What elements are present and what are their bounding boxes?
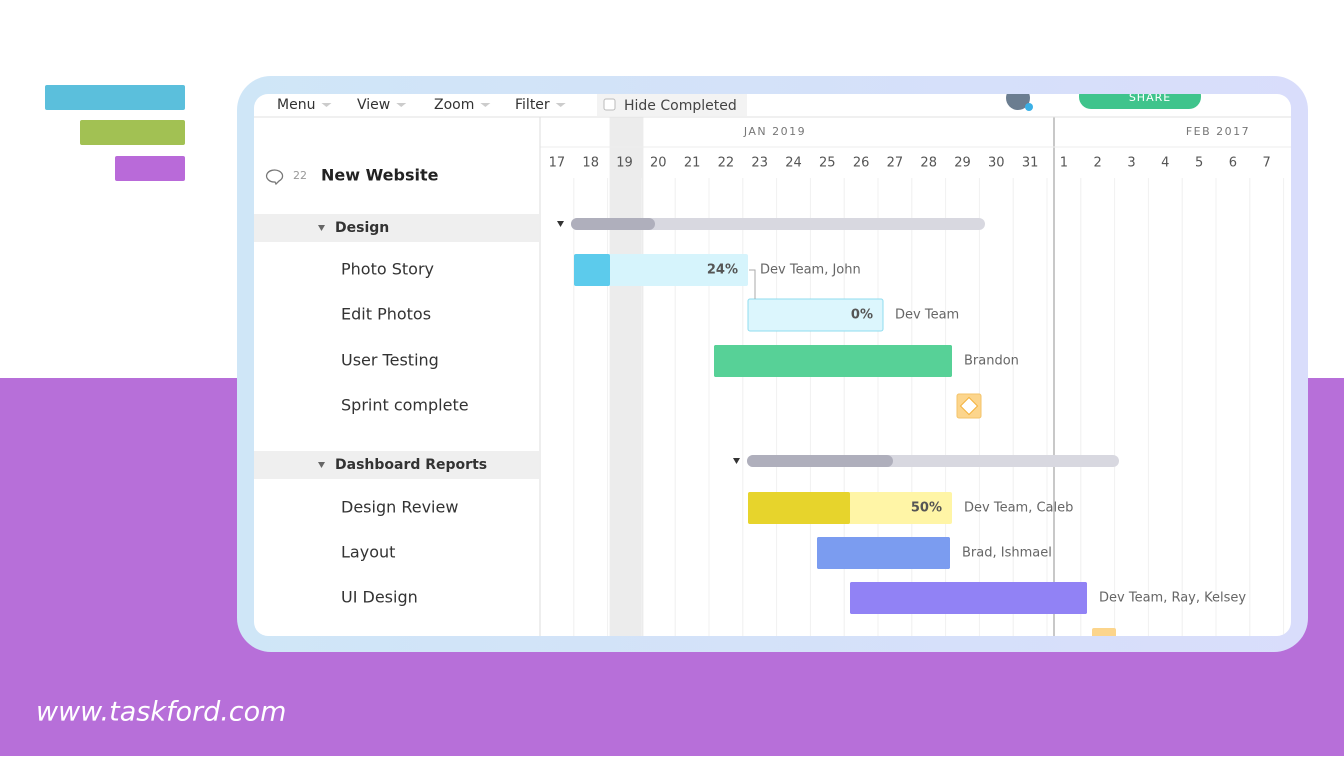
task-name: Photo Story [341, 260, 434, 279]
day-label: 19 [616, 156, 633, 171]
task-assignees: Brandon [964, 354, 1019, 369]
day-label: 24 [785, 156, 802, 171]
day-label: 2 [1094, 156, 1102, 171]
task-name: UI Design [341, 588, 418, 607]
group-caret [733, 458, 740, 464]
summary-progress [571, 218, 655, 230]
task-assignees: Dev Team, Ray, Kelsey [1099, 591, 1246, 606]
task-progress [748, 492, 850, 524]
group-row [254, 214, 539, 242]
comment-count: 22 [293, 169, 307, 182]
group-caret [318, 462, 325, 468]
app: 17 18 19 20 21 22 23 24 25 26 27 28 29 30 31 1 2 3 4 5 6 7JAN… [254, 84, 1291, 636]
share-label: SHARE [1129, 91, 1171, 104]
menu-caret [480, 103, 491, 107]
task-name: Design Review [341, 498, 458, 517]
deco-bar [115, 156, 185, 181]
group-name: Design [335, 220, 389, 236]
menu-button[interactable]: View [357, 97, 390, 113]
comment-icon [265, 169, 284, 186]
day-label: 18 [582, 156, 599, 171]
avatar[interactable] [1006, 86, 1030, 110]
day-label: 20 [650, 156, 667, 171]
task-bar [747, 298, 884, 332]
day-label: 23 [751, 156, 768, 171]
day-label: 22 [718, 156, 735, 171]
project-title: New Website [321, 166, 439, 185]
task-progress-label: 0% [851, 308, 873, 323]
day-label: 27 [887, 156, 904, 171]
task-assignees: Brad, Ishmael [962, 546, 1052, 561]
task-name: User Testing [341, 351, 439, 370]
milestone-diamond [959, 396, 979, 416]
task-progress [574, 254, 610, 286]
hide-completed-bg [597, 94, 747, 116]
day-label: 25 [819, 156, 836, 171]
task-name: Sprint complete [341, 396, 469, 415]
task-progress [817, 537, 950, 569]
day-label: 1 [1060, 156, 1068, 171]
day-label: 28 [920, 156, 937, 171]
menu-caret [396, 103, 407, 107]
dependency [749, 269, 756, 299]
task-progress-label: 24% [707, 263, 738, 278]
deco-bar [45, 85, 185, 110]
footer-url: www.taskford.com [36, 697, 286, 728]
hide-completed: Hide Completed [624, 98, 737, 114]
month-label: JAN 2019 [743, 125, 806, 138]
day-label: 4 [1161, 156, 1169, 171]
avatar-status [1025, 103, 1033, 111]
checkbox[interactable] [603, 98, 616, 111]
task-bar [574, 254, 748, 286]
task-assignees: Dev Team [895, 308, 959, 323]
summary-bar [571, 218, 985, 230]
task-progress [714, 345, 952, 377]
share-button[interactable] [1079, 84, 1201, 109]
task-assignees: Dev Team, John [760, 263, 861, 278]
day-label: 17 [549, 156, 566, 171]
group-caret [557, 221, 564, 227]
deco-bar [80, 120, 185, 145]
task-progress-label: 50% [911, 501, 942, 516]
task-progress [850, 582, 1087, 614]
today-column [609, 117, 644, 636]
group-row [254, 451, 539, 479]
day-label: 21 [684, 156, 701, 171]
group-name: Dashboard Reports [335, 457, 487, 473]
task-name: Edit Photos [341, 305, 431, 324]
menu-caret [321, 103, 332, 107]
summary-progress [747, 455, 893, 467]
menu-caret [555, 103, 566, 107]
menu-button[interactable]: Filter [515, 97, 550, 113]
month-label: FEB 2017 [1186, 125, 1250, 138]
day-label: 29 [954, 156, 971, 171]
menu-button[interactable]: Menu [277, 97, 315, 113]
day-label: 5 [1195, 156, 1203, 171]
day-label: 7 [1263, 156, 1271, 171]
group-caret [318, 225, 325, 231]
day-label: 31 [1022, 156, 1039, 171]
task-name: Layout [341, 543, 395, 562]
day-label: 6 [1229, 156, 1237, 171]
task-assignees: Dev Team, Caleb [964, 501, 1073, 516]
day-label: 3 [1127, 156, 1135, 171]
day-label: 26 [853, 156, 870, 171]
milestone [1092, 628, 1116, 636]
menu-button[interactable]: Zoom [434, 97, 474, 113]
day-label: 30 [988, 156, 1005, 171]
